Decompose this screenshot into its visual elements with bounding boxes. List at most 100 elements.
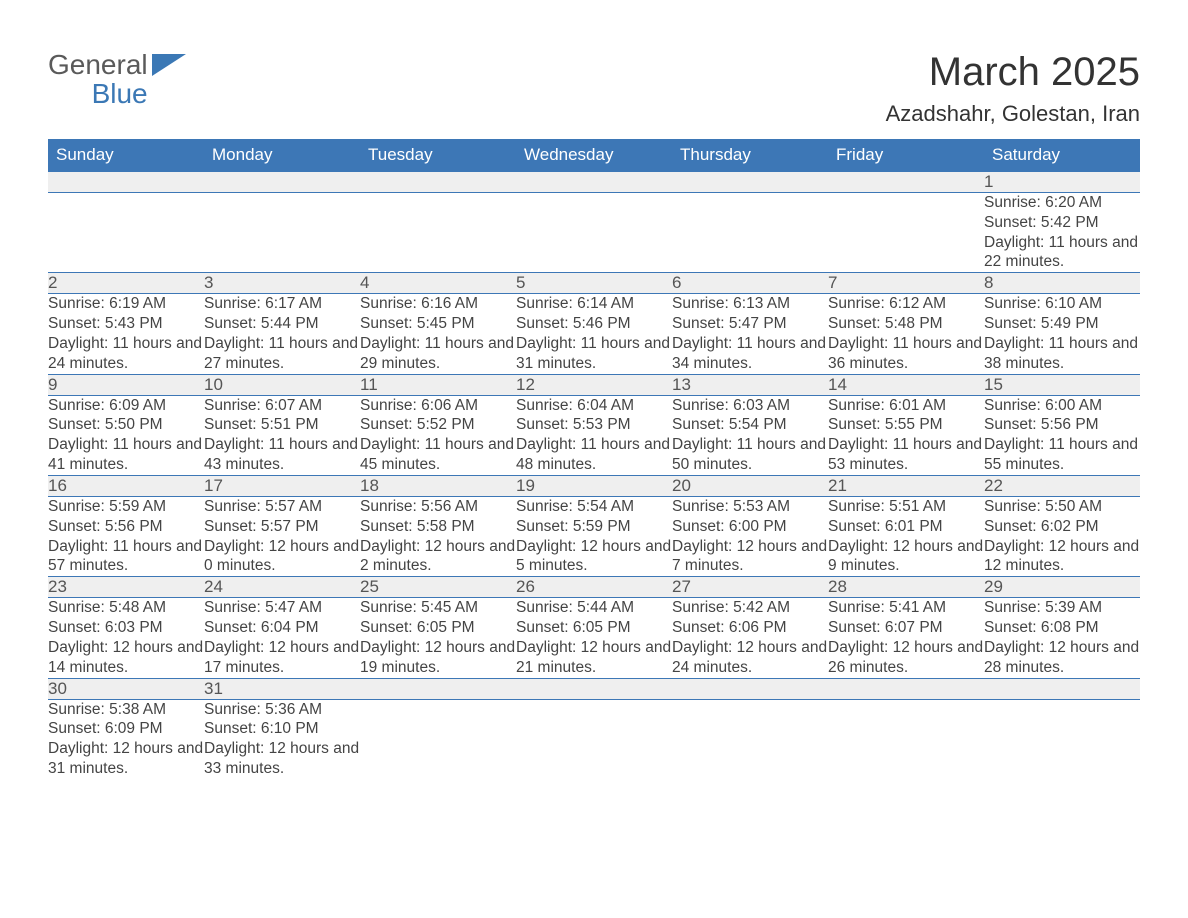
day-number-cell: 15 <box>984 374 1140 395</box>
sunset-line: Sunset: 5:44 PM <box>204 314 360 334</box>
sunrise-line: Sunrise: 5:53 AM <box>672 497 828 517</box>
day-number-cell: 18 <box>360 475 516 496</box>
day-detail-cell: Sunrise: 5:42 AMSunset: 6:06 PMDaylight:… <box>672 598 828 678</box>
sunrise-line: Sunrise: 5:42 AM <box>672 598 828 618</box>
daylight-line: Daylight: 11 hours and 34 minutes. <box>672 334 828 374</box>
week-daynum-row: 2345678 <box>48 273 1140 294</box>
week-daynum-row: 23242526272829 <box>48 577 1140 598</box>
sunset-line: Sunset: 6:02 PM <box>984 517 1140 537</box>
day-detail-cell: Sunrise: 5:39 AMSunset: 6:08 PMDaylight:… <box>984 598 1140 678</box>
day-number-cell <box>360 172 516 193</box>
week-daynum-row: 16171819202122 <box>48 475 1140 496</box>
day-detail-cell: Sunrise: 5:53 AMSunset: 6:00 PMDaylight:… <box>672 496 828 576</box>
sunset-line: Sunset: 5:54 PM <box>672 415 828 435</box>
sunrise-line: Sunrise: 6:09 AM <box>48 396 204 416</box>
sunrise-line: Sunrise: 5:41 AM <box>828 598 984 618</box>
month-title: March 2025 <box>886 50 1140 95</box>
day-detail-cell: Sunrise: 6:20 AMSunset: 5:42 PMDaylight:… <box>984 193 1140 273</box>
day-number-cell <box>984 678 1140 699</box>
sunrise-line: Sunrise: 6:14 AM <box>516 294 672 314</box>
sunrise-line: Sunrise: 5:51 AM <box>828 497 984 517</box>
day-number-cell <box>360 678 516 699</box>
day-detail-cell: Sunrise: 5:48 AMSunset: 6:03 PMDaylight:… <box>48 598 204 678</box>
daylight-line: Daylight: 12 hours and 9 minutes. <box>828 537 984 577</box>
week-detail-row: Sunrise: 6:20 AMSunset: 5:42 PMDaylight:… <box>48 193 1140 273</box>
daylight-line: Daylight: 11 hours and 48 minutes. <box>516 435 672 475</box>
sunrise-line: Sunrise: 6:10 AM <box>984 294 1140 314</box>
daylight-line: Daylight: 11 hours and 31 minutes. <box>516 334 672 374</box>
day-number-cell: 10 <box>204 374 360 395</box>
column-header: Saturday <box>984 139 1140 172</box>
day-detail-cell <box>828 193 984 273</box>
day-number-cell: 12 <box>516 374 672 395</box>
day-detail-cell <box>360 699 516 779</box>
day-detail-cell <box>672 193 828 273</box>
sunset-line: Sunset: 6:07 PM <box>828 618 984 638</box>
daylight-line: Daylight: 11 hours and 53 minutes. <box>828 435 984 475</box>
day-number-cell: 22 <box>984 475 1140 496</box>
day-number-cell: 29 <box>984 577 1140 598</box>
logo-word-1: General <box>48 49 148 80</box>
sunrise-line: Sunrise: 5:48 AM <box>48 598 204 618</box>
day-detail-cell <box>360 193 516 273</box>
column-header: Thursday <box>672 139 828 172</box>
week-detail-row: Sunrise: 5:59 AMSunset: 5:56 PMDaylight:… <box>48 496 1140 576</box>
day-detail-cell: Sunrise: 5:41 AMSunset: 6:07 PMDaylight:… <box>828 598 984 678</box>
column-header: Tuesday <box>360 139 516 172</box>
day-detail-cell <box>516 699 672 779</box>
day-detail-cell <box>516 193 672 273</box>
sunset-line: Sunset: 5:53 PM <box>516 415 672 435</box>
day-detail-cell: Sunrise: 6:03 AMSunset: 5:54 PMDaylight:… <box>672 395 828 475</box>
sunrise-line: Sunrise: 6:00 AM <box>984 396 1140 416</box>
day-number-cell <box>672 172 828 193</box>
day-detail-cell: Sunrise: 5:45 AMSunset: 6:05 PMDaylight:… <box>360 598 516 678</box>
sunset-line: Sunset: 6:01 PM <box>828 517 984 537</box>
week-daynum-row: 3031 <box>48 678 1140 699</box>
sunset-line: Sunset: 5:47 PM <box>672 314 828 334</box>
sunset-line: Sunset: 5:51 PM <box>204 415 360 435</box>
day-number-cell: 20 <box>672 475 828 496</box>
sunrise-line: Sunrise: 5:47 AM <box>204 598 360 618</box>
column-header: Sunday <box>48 139 204 172</box>
day-detail-cell: Sunrise: 6:04 AMSunset: 5:53 PMDaylight:… <box>516 395 672 475</box>
week-daynum-row: 9101112131415 <box>48 374 1140 395</box>
calendar-table: SundayMondayTuesdayWednesdayThursdayFrid… <box>48 139 1140 779</box>
daylight-line: Daylight: 11 hours and 50 minutes. <box>672 435 828 475</box>
daylight-line: Daylight: 12 hours and 7 minutes. <box>672 537 828 577</box>
day-detail-cell: Sunrise: 5:38 AMSunset: 6:09 PMDaylight:… <box>48 699 204 779</box>
daylight-line: Daylight: 12 hours and 21 minutes. <box>516 638 672 678</box>
sunset-line: Sunset: 5:43 PM <box>48 314 204 334</box>
day-detail-cell: Sunrise: 5:44 AMSunset: 6:05 PMDaylight:… <box>516 598 672 678</box>
day-number-cell: 8 <box>984 273 1140 294</box>
day-number-cell: 9 <box>48 374 204 395</box>
sunrise-line: Sunrise: 5:38 AM <box>48 700 204 720</box>
day-number-cell <box>672 678 828 699</box>
column-header: Friday <box>828 139 984 172</box>
day-detail-cell: Sunrise: 6:16 AMSunset: 5:45 PMDaylight:… <box>360 294 516 374</box>
day-detail-cell: Sunrise: 5:56 AMSunset: 5:58 PMDaylight:… <box>360 496 516 576</box>
day-detail-cell: Sunrise: 5:50 AMSunset: 6:02 PMDaylight:… <box>984 496 1140 576</box>
day-detail-cell: Sunrise: 5:57 AMSunset: 5:57 PMDaylight:… <box>204 496 360 576</box>
day-detail-cell: Sunrise: 5:54 AMSunset: 5:59 PMDaylight:… <box>516 496 672 576</box>
logo-triangle-icon <box>152 50 186 78</box>
week-detail-row: Sunrise: 5:48 AMSunset: 6:03 PMDaylight:… <box>48 598 1140 678</box>
sunset-line: Sunset: 5:50 PM <box>48 415 204 435</box>
day-number-cell <box>48 172 204 193</box>
day-number-cell <box>828 678 984 699</box>
sunset-line: Sunset: 5:59 PM <box>516 517 672 537</box>
day-number-cell: 31 <box>204 678 360 699</box>
sunset-line: Sunset: 5:45 PM <box>360 314 516 334</box>
sunrise-line: Sunrise: 5:57 AM <box>204 497 360 517</box>
sunset-line: Sunset: 6:10 PM <box>204 719 360 739</box>
sunrise-line: Sunrise: 6:04 AM <box>516 396 672 416</box>
day-detail-cell <box>204 193 360 273</box>
daylight-line: Daylight: 11 hours and 38 minutes. <box>984 334 1140 374</box>
day-number-cell: 1 <box>984 172 1140 193</box>
day-number-cell: 19 <box>516 475 672 496</box>
sunset-line: Sunset: 5:57 PM <box>204 517 360 537</box>
daylight-line: Daylight: 11 hours and 24 minutes. <box>48 334 204 374</box>
sunrise-line: Sunrise: 6:19 AM <box>48 294 204 314</box>
day-number-cell <box>516 172 672 193</box>
sunrise-line: Sunrise: 5:59 AM <box>48 497 204 517</box>
day-detail-cell <box>48 193 204 273</box>
